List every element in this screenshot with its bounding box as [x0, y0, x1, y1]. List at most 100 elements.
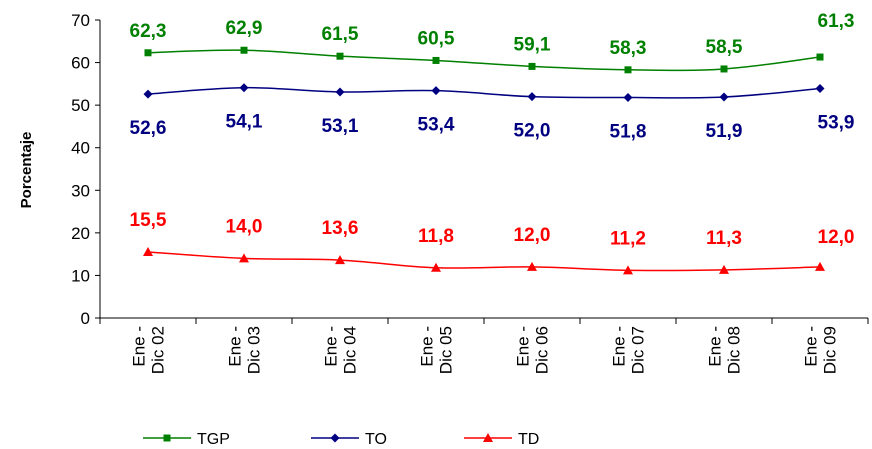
data-point: [239, 253, 249, 263]
legend-item-to: TO: [311, 431, 387, 448]
y-tick-label: 10: [71, 266, 90, 285]
y-tick-label: 70: [71, 11, 90, 30]
data-point: [720, 65, 728, 73]
data-label: 51,9: [706, 121, 743, 142]
data-point: [239, 83, 249, 93]
data-label: 11,3: [706, 228, 742, 249]
data-label: 62,3: [130, 21, 167, 42]
x-tick-label: Ene - Dic 02: [130, 326, 168, 374]
data-point: [432, 56, 440, 64]
x-tick-label-line: Ene -: [226, 326, 245, 367]
x-tick-label: Ene - Dic 06: [514, 326, 552, 374]
series-line-td: [147, 251, 821, 272]
data-label: 53,9: [818, 113, 855, 134]
data-label: 54,1: [226, 112, 263, 133]
x-tick-label: Ene - Dic 05: [418, 326, 456, 374]
data-label: 61,5: [322, 24, 359, 45]
x-tick-label-line: Dic 07: [629, 326, 648, 374]
data-point: [431, 262, 441, 272]
y-tick-label: 40: [71, 139, 90, 158]
data-label: 14,0: [226, 216, 263, 237]
y-tick-label: 0: [81, 309, 90, 328]
y-axis-label: Porcentaje: [18, 132, 35, 209]
data-label: 52,0: [514, 121, 551, 142]
x-tick-label: Ene - Dic 08: [706, 326, 744, 374]
data-label: 62,9: [226, 18, 263, 39]
legend: TGP TO TD: [143, 431, 539, 448]
x-tick-label-line: Ene -: [610, 326, 629, 367]
data-label: 15,5: [130, 210, 167, 231]
x-tick-label: Ene - Dic 09: [802, 326, 840, 374]
data-point: [336, 52, 344, 60]
y-tick-label: 30: [71, 181, 90, 200]
data-point: [240, 46, 248, 54]
data-label: 12,0: [818, 227, 855, 248]
legend-marker: [330, 433, 340, 443]
legend-item-td: TD: [464, 431, 539, 448]
series-line-to: [147, 86, 821, 99]
x-tick-label-line: Dic 09: [821, 326, 840, 374]
data-label: 12,0: [514, 225, 551, 246]
x-tick-label-line: Ene -: [418, 326, 437, 367]
data-label: 52,6: [130, 118, 167, 139]
series-line-tgp: [147, 49, 821, 72]
data-point: [719, 92, 729, 102]
data-point: [431, 86, 441, 96]
legend-item-tgp: TGP: [143, 431, 230, 448]
x-tick-label-line: Ene -: [802, 326, 821, 367]
series-td: [143, 247, 825, 275]
data-point: [144, 49, 152, 57]
x-tick-label-line: Dic 03: [245, 326, 264, 374]
x-tick-label-line: Dic 04: [341, 326, 360, 374]
legend-label: TO: [365, 431, 387, 448]
x-tick-label-line: Ene -: [706, 326, 725, 367]
data-point: [143, 89, 153, 99]
legend-label: TGP: [197, 431, 230, 448]
data-point: [143, 247, 153, 257]
legend-marker: [163, 434, 171, 442]
x-tick-label: Ene - Dic 07: [610, 326, 648, 374]
x-tick-label-line: Dic 02: [149, 326, 168, 374]
y-tick-label: 60: [71, 54, 90, 73]
data-point: [335, 255, 345, 265]
data-point: [528, 62, 536, 70]
data-label: 59,1: [514, 34, 551, 55]
data-label: 58,5: [706, 37, 743, 58]
data-label: 61,3: [818, 11, 855, 32]
data-label: 13,6: [322, 218, 359, 239]
data-label: 58,3: [610, 38, 647, 59]
data-point: [623, 265, 633, 275]
data-point: [815, 261, 825, 271]
x-tick-label-line: Dic 08: [725, 326, 744, 374]
x-tick-label: Ene - Dic 04: [322, 326, 360, 374]
legend-marker: [483, 433, 493, 442]
x-tick-label-line: Ene -: [322, 326, 341, 367]
data-point: [335, 87, 345, 97]
series-to: [143, 83, 825, 102]
y-tick-label: 20: [71, 224, 90, 243]
series-group: [143, 46, 825, 275]
x-tick-label-line: Dic 05: [437, 326, 456, 374]
data-point: [623, 92, 633, 102]
y-tick-label: 50: [71, 96, 90, 115]
data-label: 60,5: [418, 28, 455, 49]
data-point: [624, 66, 632, 74]
series-tgp: [144, 46, 824, 74]
data-point: [815, 84, 825, 94]
data-point: [719, 264, 729, 274]
x-tick-label-line: Dic 06: [533, 326, 552, 374]
x-tick-label-line: Ene -: [514, 326, 533, 367]
data-point: [527, 261, 537, 271]
y-axis-label-group: Porcentaje: [18, 132, 35, 209]
data-label: 53,4: [418, 115, 455, 136]
data-point: [527, 92, 537, 102]
data-labels-group: 62,3 62,9 61,5 60,5 59,1 58,3 58,5 61,3 52,6 54,1…: [130, 11, 855, 249]
x-tick-label-line: Ene -: [130, 326, 149, 367]
data-label: 11,8: [418, 226, 454, 247]
data-point: [816, 53, 824, 61]
data-label: 53,1: [322, 116, 359, 137]
data-label: 11,2: [610, 228, 646, 249]
data-label: 51,8: [610, 121, 647, 142]
